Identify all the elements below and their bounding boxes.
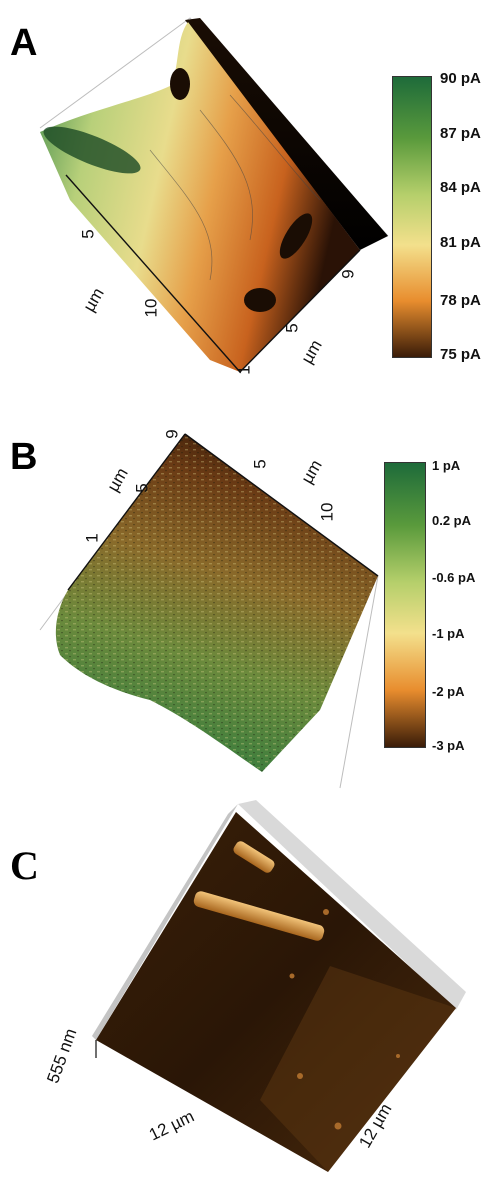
panel-c-surface	[0, 800, 489, 1178]
colorbar-a-tick: 81 pA	[440, 234, 481, 251]
colorbar-b-tick: 1 pA	[432, 458, 460, 473]
colorbar-b-tick: -3 pA	[432, 738, 465, 753]
axis-tick-a-right: 1	[235, 365, 255, 374]
colorbar-a-tick: 78 pA	[440, 292, 481, 309]
particle	[335, 1123, 342, 1130]
colorbar-a	[392, 76, 432, 358]
colorbar-a-tick: 75 pA	[440, 346, 481, 363]
axis-tick-a-right: 5	[283, 323, 303, 332]
colorbar-b-tick: -0.6 pA	[432, 570, 475, 585]
axis-tick-a-left: 10	[141, 299, 161, 318]
axis-tick-a-right: 9	[339, 269, 359, 278]
panel-c: C 5	[0, 800, 489, 1178]
particle	[297, 1073, 303, 1079]
axis-tick-b-top: 10	[317, 503, 337, 522]
colorbar-a-tick: 87 pA	[440, 125, 481, 142]
colorbar-b-tick: -1 pA	[432, 626, 465, 641]
axis-tick-b-left: 5	[133, 483, 153, 492]
colorbar-b	[384, 462, 426, 748]
particle	[323, 909, 329, 915]
colorbar-a-tick: 84 pA	[440, 179, 481, 196]
feature-blob	[170, 68, 190, 100]
feature-blob	[244, 288, 276, 312]
particle	[396, 1054, 400, 1058]
colorbar-b-tick: -2 pA	[432, 684, 465, 699]
panel-b: B 9 5 µm 1 5 µm 10 1 pA 0.2 pA -0	[0, 400, 489, 800]
axis-tick-a-left: 5	[79, 229, 99, 238]
axis-tick-b-left: 1	[83, 533, 103, 542]
panel-a: A	[0, 0, 489, 400]
colorbar-b-tick: 0.2 pA	[432, 513, 471, 528]
colorbar-a-tick: 90 pA	[440, 70, 481, 87]
particle	[290, 974, 295, 979]
axis-tick-b-top: 5	[251, 459, 271, 468]
axis-tick-b-left: 9	[163, 429, 183, 438]
surface-top	[40, 22, 360, 372]
